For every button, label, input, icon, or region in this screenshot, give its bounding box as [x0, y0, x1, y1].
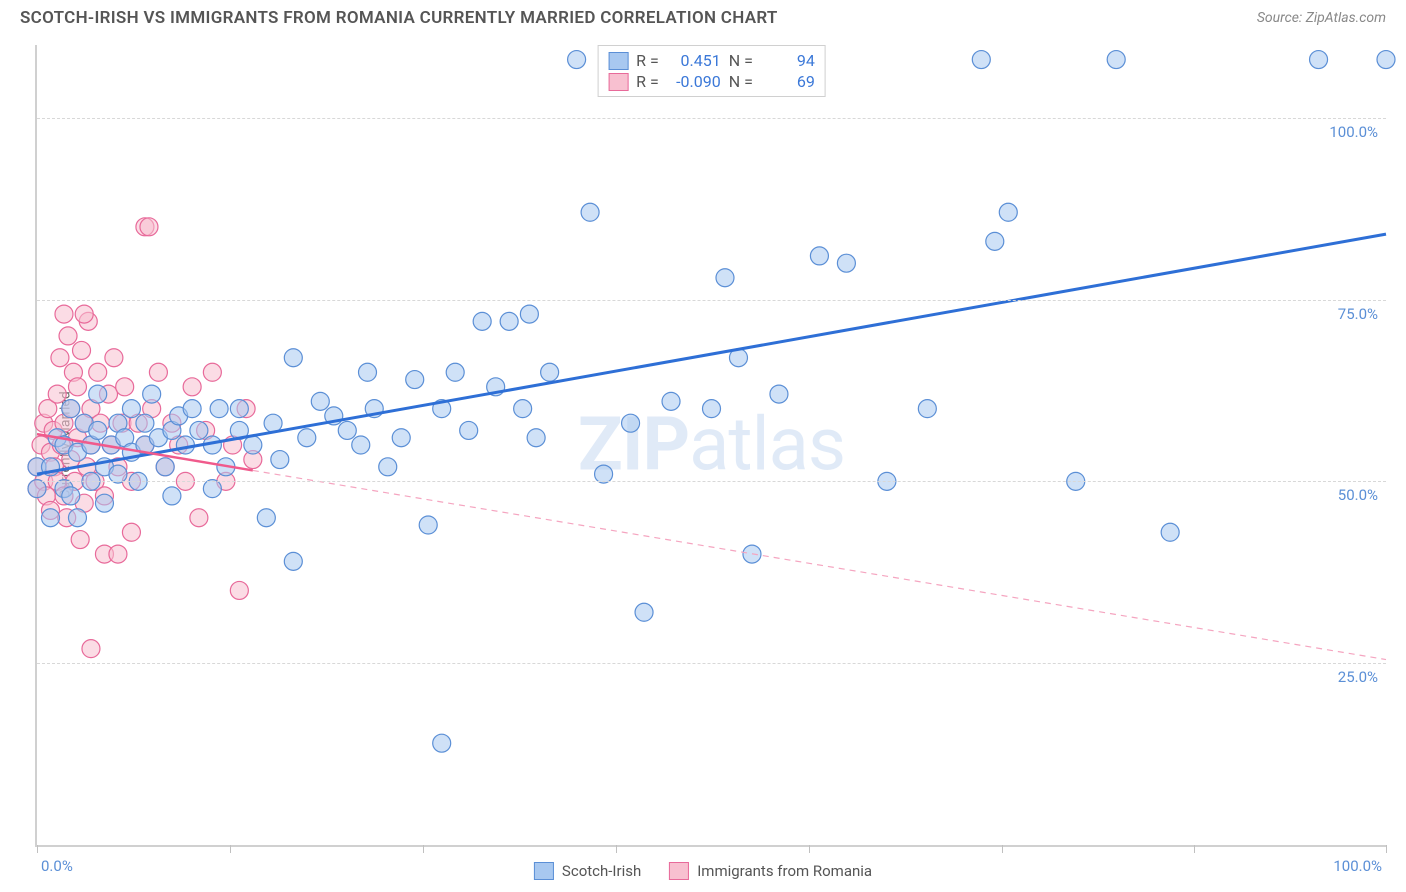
legend-item-series1: Scotch-Irish	[534, 862, 641, 880]
gridline	[37, 300, 1386, 301]
y-tick-label: 100.0%	[1329, 123, 1378, 141]
x-axis-max-label: 100.0%	[1333, 857, 1382, 875]
stats-row-series1: R = 0.451 N = 94	[608, 50, 815, 71]
scatter-plot-svg	[37, 45, 1386, 845]
x-tick	[423, 845, 424, 853]
gridline	[37, 118, 1386, 119]
chart-title: SCOTCH-IRISH VS IMMIGRANTS FROM ROMANIA …	[20, 8, 778, 28]
x-axis-min-label: 0.0%	[41, 857, 73, 875]
swatch-pink-icon	[669, 862, 689, 880]
swatch-blue-icon	[608, 52, 628, 70]
swatch-pink-icon	[608, 73, 628, 91]
chart-plot-area: Currently Married ZIPatlas R = 0.451 N =…	[35, 45, 1386, 847]
gridline	[37, 481, 1386, 482]
x-tick	[37, 845, 38, 853]
y-tick-label: 50.0%	[1338, 486, 1378, 504]
legend-item-series2: Immigrants from Romania	[669, 862, 872, 880]
legend: Scotch-Irish Immigrants from Romania	[534, 862, 872, 880]
x-tick	[809, 845, 810, 853]
correlation-stats-box: R = 0.451 N = 94 R = -0.090 N = 69	[597, 45, 826, 97]
x-tick	[230, 845, 231, 853]
x-tick	[1194, 845, 1195, 853]
gridline	[37, 663, 1386, 664]
x-tick	[1386, 845, 1387, 853]
x-tick	[1002, 845, 1003, 853]
stats-row-series2: R = -0.090 N = 69	[608, 71, 815, 92]
x-tick	[616, 845, 617, 853]
y-tick-label: 75.0%	[1338, 305, 1378, 323]
swatch-blue-icon	[534, 862, 554, 880]
source-attribution: Source: ZipAtlas.com	[1257, 10, 1386, 26]
y-tick-label: 25.0%	[1338, 668, 1378, 686]
